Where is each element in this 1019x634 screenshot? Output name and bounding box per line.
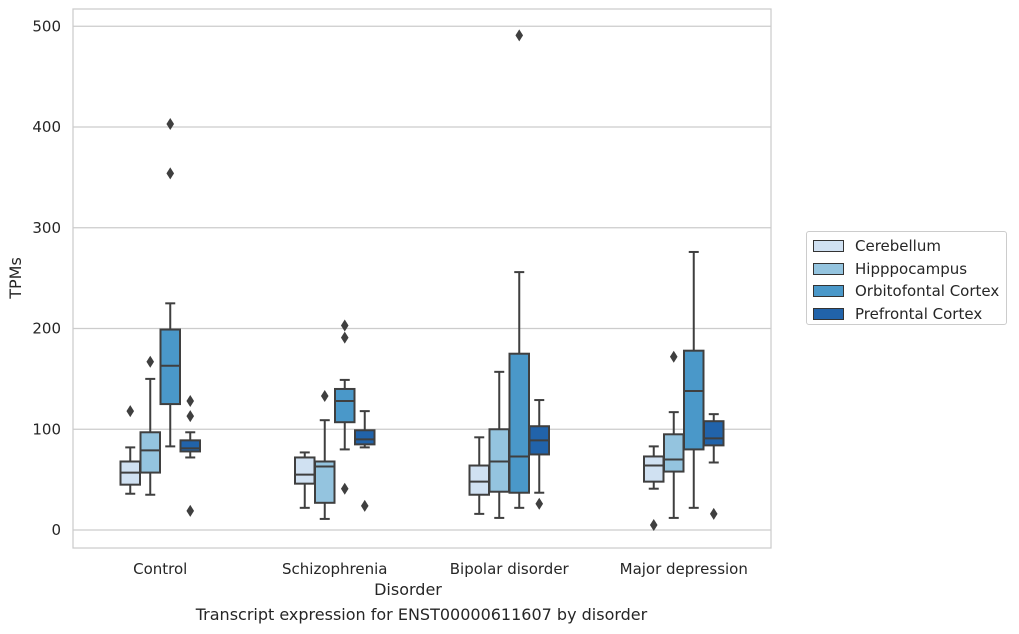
box-body bbox=[508, 352, 530, 494]
outlier-point bbox=[166, 167, 175, 180]
legend-swatch bbox=[813, 262, 844, 275]
legend-label: Orbitofontal Cortex bbox=[855, 282, 1000, 301]
box-body bbox=[314, 460, 336, 504]
outlier-point bbox=[186, 410, 195, 423]
box-1-3 bbox=[354, 410, 376, 512]
outlier-point bbox=[515, 29, 524, 42]
y-tick-label: 400 bbox=[32, 118, 61, 136]
box-3-0 bbox=[643, 445, 665, 531]
legend-label: Cerebellum bbox=[855, 237, 941, 256]
box-0-3 bbox=[179, 395, 201, 517]
box-body bbox=[643, 455, 665, 483]
box-body bbox=[294, 456, 316, 485]
outlier-point bbox=[709, 507, 718, 520]
y-tick-label: 200 bbox=[32, 320, 61, 338]
box-3-3 bbox=[703, 413, 725, 520]
legend-swatch bbox=[813, 285, 844, 298]
x-axis-label: Disorder bbox=[374, 580, 442, 599]
box-body bbox=[663, 433, 685, 473]
box-body bbox=[468, 464, 490, 496]
y-tick-label: 300 bbox=[32, 219, 61, 237]
outlier-point bbox=[186, 504, 195, 517]
box-2-3 bbox=[528, 399, 550, 510]
outlier-point bbox=[340, 482, 349, 495]
legend: Cerebellum Hipppocampus Orbitofontal Corte… bbox=[806, 231, 1007, 325]
box-1-1 bbox=[314, 390, 336, 520]
outlier-point bbox=[146, 355, 155, 368]
outlier-point bbox=[669, 350, 678, 363]
box-2-0 bbox=[468, 436, 490, 515]
legend-item: Prefrontal Cortex bbox=[813, 303, 1006, 326]
box-0-0 bbox=[119, 405, 141, 495]
box-3-1 bbox=[663, 350, 685, 519]
y-tick-label: 0 bbox=[51, 521, 61, 539]
outlier-point bbox=[166, 118, 175, 131]
box-body bbox=[334, 387, 356, 424]
legend-item: Cerebellum bbox=[813, 235, 1006, 258]
box-1-0 bbox=[294, 451, 316, 509]
x-tick-label: Schizophrenia bbox=[282, 560, 387, 578]
outlier-point bbox=[320, 390, 329, 403]
outlier-point bbox=[340, 331, 349, 344]
box-body bbox=[488, 428, 510, 493]
box-body bbox=[683, 349, 705, 451]
outlier-point bbox=[535, 497, 544, 510]
box-body bbox=[139, 431, 161, 474]
box-3-2 bbox=[683, 250, 705, 509]
legend-swatch bbox=[813, 240, 844, 253]
legend-label: Hipppocampus bbox=[855, 259, 968, 278]
box-1-2 bbox=[334, 319, 356, 495]
box-2-1 bbox=[488, 370, 510, 519]
x-tick-label: Bipolar disorder bbox=[450, 560, 570, 578]
y-tick-label: 500 bbox=[32, 17, 61, 35]
boxes bbox=[119, 29, 725, 531]
outlier-point bbox=[186, 395, 195, 408]
box-2-2 bbox=[508, 29, 530, 509]
gridlines bbox=[73, 25, 771, 531]
outlier-point bbox=[340, 319, 349, 332]
chart-caption: Transcript expression for ENST0000061160… bbox=[195, 605, 648, 624]
box-0-1 bbox=[139, 355, 161, 496]
box-body bbox=[159, 328, 181, 406]
legend-swatch bbox=[813, 307, 844, 320]
y-tick-label: 100 bbox=[32, 420, 61, 438]
box-body bbox=[179, 439, 201, 453]
outlier-point bbox=[360, 499, 369, 512]
plot-frame bbox=[72, 8, 772, 549]
outlier-point bbox=[126, 405, 135, 418]
box-body bbox=[354, 429, 376, 446]
box-0-2 bbox=[159, 118, 181, 448]
legend-label: Prefrontal Cortex bbox=[855, 304, 983, 323]
legend-item: Hipppocampus bbox=[813, 258, 1006, 281]
legend-item: Orbitofontal Cortex bbox=[813, 280, 1006, 303]
box-body bbox=[703, 420, 725, 447]
x-tick-label: Major depression bbox=[620, 560, 748, 578]
y-tick-labels: 0 100 200 300 400 500 bbox=[32, 17, 61, 539]
x-tick-label: Control bbox=[133, 560, 187, 578]
outlier-point bbox=[649, 518, 658, 531]
y-axis-label: TPMs bbox=[6, 257, 25, 300]
x-tick-labels: Control Schizophrenia Bipolar disorder Majo… bbox=[133, 560, 748, 578]
